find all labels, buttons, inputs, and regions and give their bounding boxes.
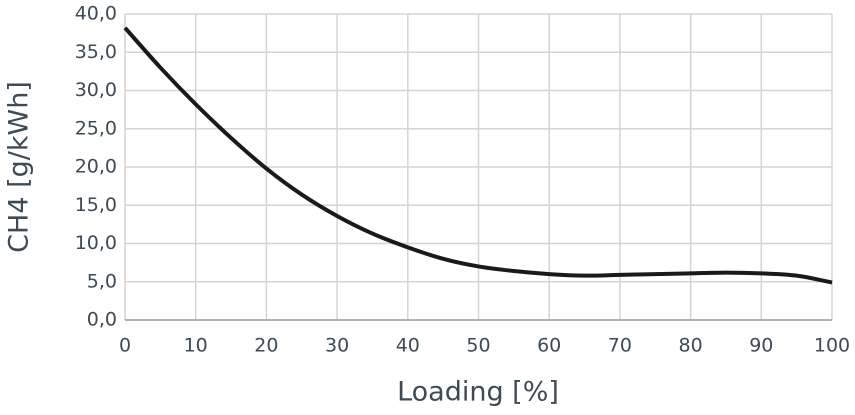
- x-tick-label: 10: [184, 335, 208, 357]
- y-tick-label: 40,0: [75, 3, 117, 25]
- y-tick-label: 5,0: [87, 270, 117, 292]
- y-tick-label: 20,0: [75, 156, 117, 178]
- x-tick-label: 70: [608, 335, 632, 357]
- data-line: [123, 26, 833, 285]
- x-tick-label: 20: [254, 335, 278, 357]
- x-tick-label: 60: [537, 335, 561, 357]
- x-axis-label: Loading [%]: [397, 377, 559, 408]
- y-tick-label: 15,0: [75, 194, 117, 216]
- y-tick-label: 30,0: [75, 79, 117, 101]
- y-tick-label: 10,0: [75, 232, 117, 254]
- y-axis-label: CH4 [g/kWh]: [4, 81, 35, 253]
- x-tick-label: 90: [749, 335, 773, 357]
- x-tick-label: 50: [466, 335, 490, 357]
- x-tick-label: 0: [119, 335, 131, 357]
- y-tick-label: 25,0: [75, 117, 117, 139]
- x-tick-label: 100: [814, 335, 850, 357]
- y-tick-label: 0,0: [87, 309, 117, 331]
- x-tick-label: 40: [396, 335, 420, 357]
- x-tick-label: 30: [325, 335, 349, 357]
- x-tick-label: 80: [679, 335, 703, 357]
- y-tick-label: 35,0: [75, 41, 117, 63]
